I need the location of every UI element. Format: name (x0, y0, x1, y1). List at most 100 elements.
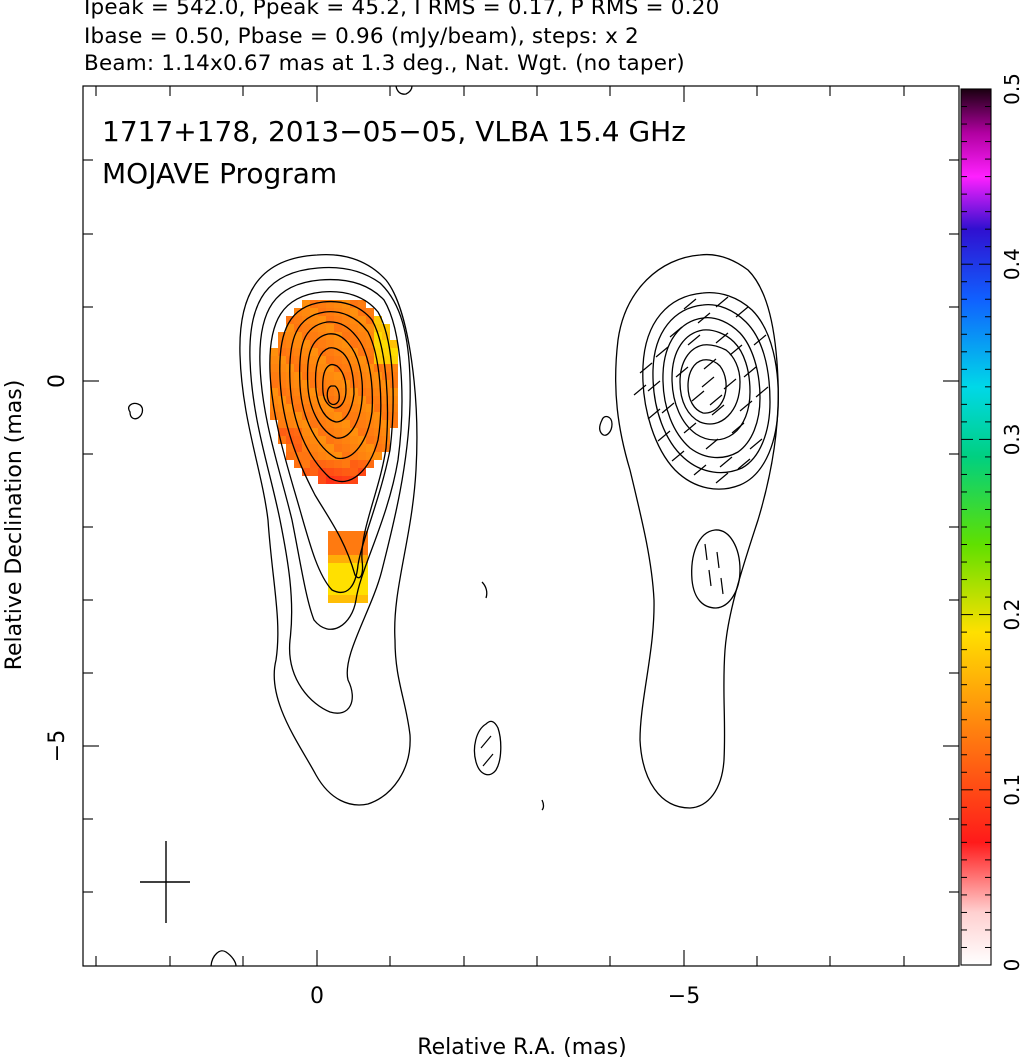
polarization-pixel (318, 388, 326, 396)
polarization-pixel (366, 308, 374, 316)
polarization-pixel (286, 348, 294, 356)
header-peak-rms: Ipeak = 542.0, Ppeak = 45.2, I RMS = 0.1… (84, 0, 720, 20)
polarization-pixel (270, 412, 278, 420)
polarization-pixel (334, 340, 342, 348)
polarization-pixel (360, 595, 368, 603)
polarization-pixel (326, 420, 334, 428)
polarization-pixel (278, 412, 286, 420)
polarization-pixel (310, 420, 318, 428)
polarization-pixel (294, 388, 302, 396)
polarization-pixel (374, 388, 382, 396)
polarization-pixel (342, 348, 350, 356)
polarization-pixel (350, 460, 358, 468)
polarization-pixel (278, 428, 286, 436)
polarization-pixel (366, 372, 374, 380)
polarization-pixel (318, 300, 326, 308)
polarization-pixel (344, 579, 352, 587)
polarization-pixel (328, 531, 336, 539)
evpa-tick (647, 380, 661, 392)
polarization-pixel (286, 444, 294, 452)
polarization-pixel (358, 428, 366, 436)
polarization-pixel (366, 396, 374, 404)
polarization-pixel (302, 348, 310, 356)
evpa-tick (671, 450, 685, 462)
polarization-pixel (328, 563, 336, 571)
polarization-pixel (342, 436, 350, 444)
polarization-pixel (374, 404, 382, 412)
polarization-pixel (326, 412, 334, 420)
contour-line (259, 278, 403, 630)
polarization-pixel (382, 428, 390, 436)
polarization-pixel (342, 332, 350, 340)
polarization-pixel (344, 563, 352, 571)
polarization-pixel (278, 348, 286, 356)
polarization-pixel (302, 420, 310, 428)
header-base-levels: Ibase = 0.50, Pbase = 0.96 (mJy/beam), s… (84, 24, 639, 49)
polarization-pixel (326, 388, 334, 396)
polarization-pixel (310, 388, 318, 396)
evpa-tick (647, 408, 661, 420)
polarization-pixel (278, 404, 286, 412)
evpa-tick (708, 569, 712, 587)
polarization-pixel (270, 348, 278, 356)
evpa-tick (731, 422, 745, 434)
polarization-pixel (294, 412, 302, 420)
polarization-pixel (366, 404, 374, 412)
polarization-pixel (334, 372, 342, 380)
polarization-pixel (302, 460, 310, 468)
polarization-pixel (278, 364, 286, 372)
evpa-tick (705, 438, 719, 450)
polarization-pixel (382, 388, 390, 396)
polarization-pixel (328, 595, 336, 603)
evpa-tick (749, 438, 763, 450)
polarization-pixel (382, 340, 390, 348)
polarization-pixel (278, 420, 286, 428)
polarization-pixel (342, 452, 350, 460)
polarization-pixel (328, 547, 336, 555)
polarization-pixel (278, 380, 286, 388)
polarization-pixel (366, 428, 374, 436)
x-axis-label: Relative R.A. (mas) (417, 1035, 626, 1060)
polarization-pixel (310, 364, 318, 372)
polarization-pixel (358, 420, 366, 428)
polarization-pixel (334, 364, 342, 372)
polarization-pixel (334, 412, 342, 420)
polarization-pixel (318, 380, 326, 388)
axis-ticks (83, 86, 959, 966)
beam-cross-marker (140, 841, 190, 923)
polarization-pixel (342, 316, 350, 324)
polarization-pixel (350, 396, 358, 404)
contour-line (279, 300, 389, 579)
polarization-pixel (358, 364, 366, 372)
contour-line (481, 581, 488, 599)
contour-line (210, 950, 237, 966)
polarization-pixel (350, 404, 358, 412)
polarization-pixel (302, 356, 310, 364)
evpa-tick (655, 346, 669, 358)
contour-line (642, 291, 779, 490)
polarization-pixel (302, 380, 310, 388)
polarization-pixel (374, 452, 382, 460)
polarization-pixel (382, 404, 390, 412)
polarization-pixel (286, 332, 294, 340)
polarization-pixel (318, 476, 326, 484)
polarization-pixel (326, 460, 334, 468)
polarization-pixel (318, 436, 326, 444)
polarization-pixel (334, 324, 342, 332)
panel-subtitle: MOJAVE Program (102, 157, 337, 190)
polarization-pixel (374, 412, 382, 420)
polarization-pixel (326, 364, 334, 372)
polarization-pixel (302, 396, 310, 404)
polarization-pixel (318, 372, 326, 380)
polarization-pixel (350, 316, 358, 324)
polarization-pixel (350, 300, 358, 308)
contour-line (289, 310, 382, 483)
polarization-pixel (342, 404, 350, 412)
polarization-pixel (358, 316, 366, 324)
polarization-pixel (334, 460, 342, 468)
polarization-pixel (344, 547, 352, 555)
polarization-pixel (344, 555, 352, 563)
polarization-pixel (326, 468, 334, 476)
polarization-pixel (350, 436, 358, 444)
polarization-pixel (286, 404, 294, 412)
